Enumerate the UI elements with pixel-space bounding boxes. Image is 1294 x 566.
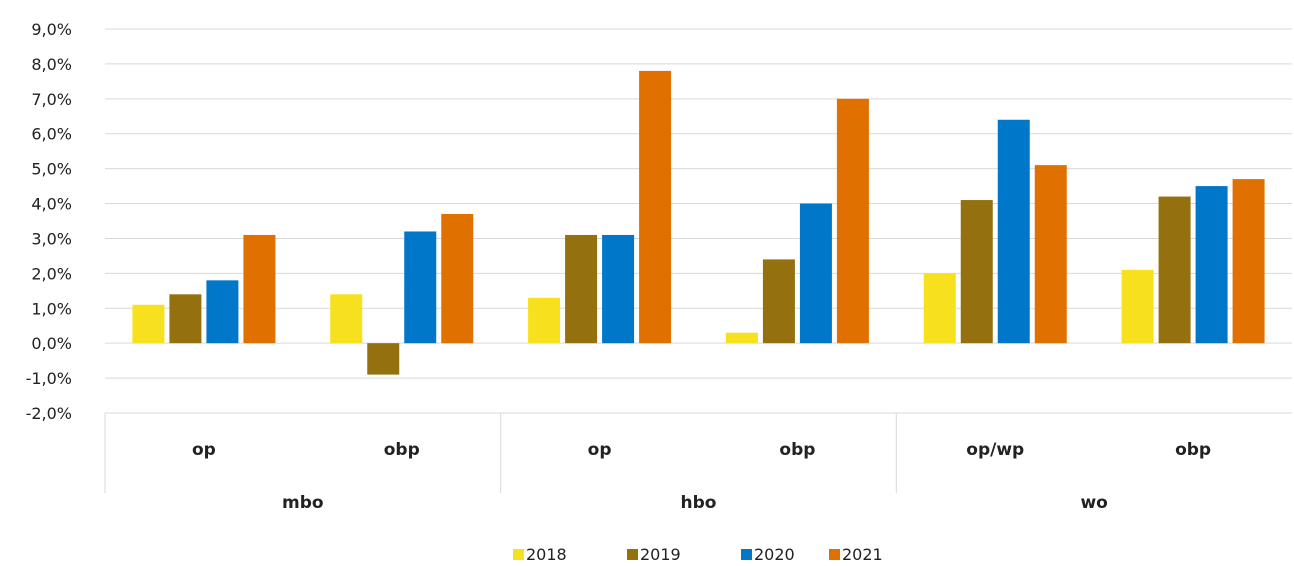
bars (132, 70, 1265, 375)
y-tick-label: 5,0% (31, 160, 72, 179)
legend-label-2018: 2018 (526, 545, 567, 564)
legend-swatch-2020 (741, 549, 752, 560)
legend-swatch-2019 (627, 549, 638, 560)
x-category-label: obp (779, 440, 815, 460)
y-tick-label: 0,0% (31, 334, 72, 353)
bar-2021-3 (639, 70, 672, 344)
bar-2018-2 (330, 294, 363, 344)
y-tick-label: -1,0% (26, 369, 72, 388)
bar-2020-3 (602, 234, 635, 344)
legend-label-2019: 2019 (640, 545, 681, 564)
x-group-label: hbo (681, 493, 717, 513)
bar-2018-6 (1121, 269, 1154, 344)
y-tick-label: 7,0% (31, 90, 72, 109)
x-group-label: mbo (282, 493, 324, 513)
legend: 2018 2019 2020 2021 (513, 545, 883, 564)
bar-2021-4 (836, 98, 869, 344)
x-category-label: op (192, 440, 216, 460)
y-tick-label: 3,0% (31, 229, 72, 248)
bar-2019-6 (1158, 196, 1191, 344)
gridlines (105, 28, 1292, 414)
x-category-label: obp (1175, 440, 1211, 460)
y-axis: -2,0% -1,0% 0,0% 1,0% 2,0% 3,0% 4,0% 5,0% 6,0% 7,… (26, 20, 72, 423)
bar-2019-4 (762, 259, 795, 344)
y-tick-label: -2,0% (26, 404, 72, 423)
x-category-label: op/wp (966, 440, 1024, 460)
bar-2018-5 (923, 273, 956, 344)
bar-2021-6 (1232, 179, 1265, 344)
bar-2019-5 (960, 200, 993, 344)
bar-2018-4 (725, 332, 758, 344)
x-category-label: op (588, 440, 612, 460)
bar-2021-5 (1034, 165, 1067, 344)
bar-2019-3 (565, 234, 598, 344)
bar-2019-2 (367, 343, 400, 375)
bar-2020-4 (799, 203, 832, 344)
bar-2018-1 (132, 304, 165, 344)
legend-swatch-2018 (513, 549, 524, 560)
bar-2020-6 (1195, 186, 1228, 344)
x-group-label: wo (1080, 493, 1107, 513)
bar-2020-1 (206, 280, 239, 344)
legend-swatch-2021 (829, 549, 840, 560)
bar-2021-1 (243, 234, 276, 344)
bar-2021-2 (441, 214, 474, 344)
bar-2018-3 (528, 297, 561, 344)
y-tick-label: 2,0% (31, 264, 72, 283)
bar-2020-2 (404, 231, 437, 344)
x-axis-categories: op obp op obp op/wp obp mbo hbo wo (104, 413, 1211, 513)
y-tick-label: 4,0% (31, 195, 72, 214)
legend-label-2021: 2021 (842, 545, 883, 564)
bar-2020-5 (997, 119, 1030, 344)
legend-label-2020: 2020 (754, 545, 795, 564)
y-tick-label: 1,0% (31, 299, 72, 318)
y-tick-label: 8,0% (31, 55, 72, 74)
bar-2019-1 (169, 294, 202, 344)
y-tick-label: 9,0% (31, 20, 72, 39)
y-tick-label: 6,0% (31, 125, 72, 144)
x-category-label: obp (384, 440, 420, 460)
